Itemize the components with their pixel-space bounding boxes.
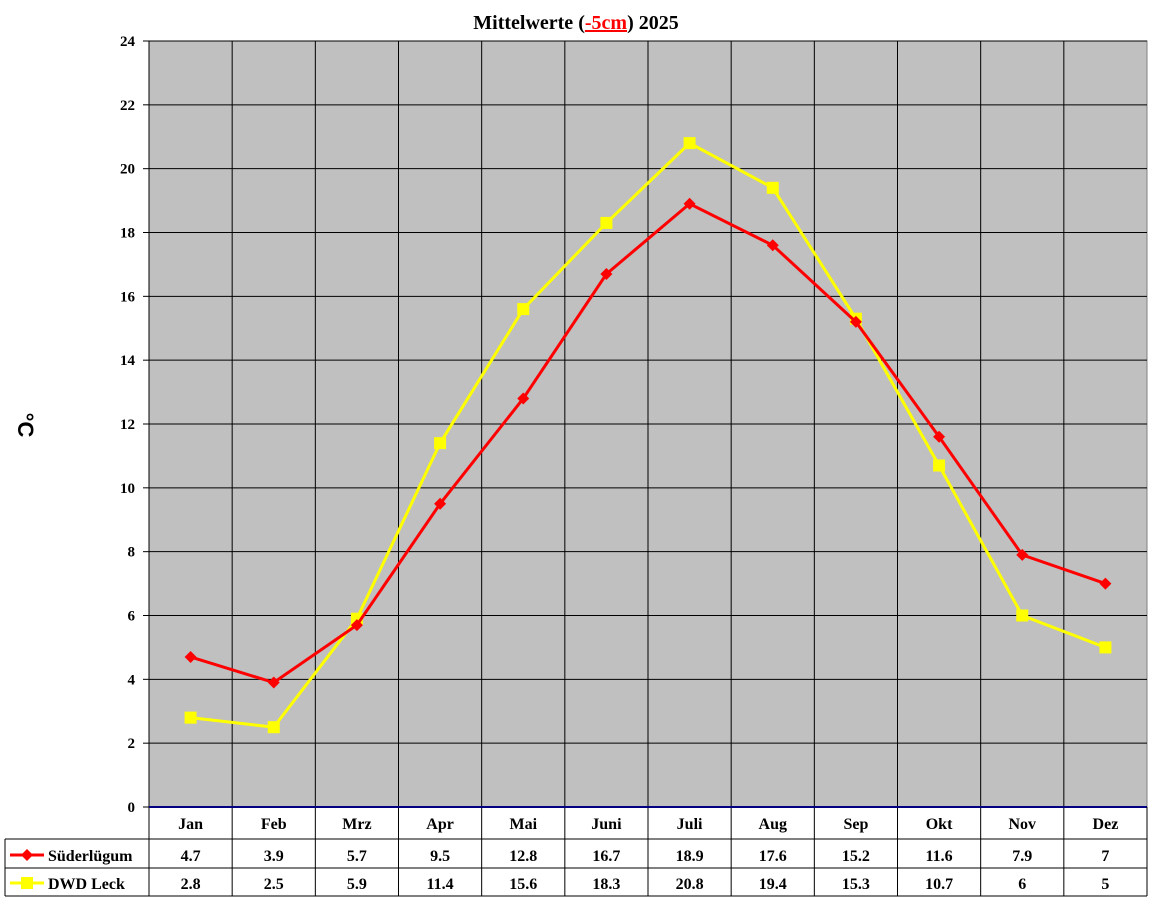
legend-diamond-icon [21, 849, 33, 861]
depth-highlight: -5cm [584, 12, 628, 34]
table-value: 20.8 [676, 876, 704, 893]
data-point-diamond [267, 676, 280, 689]
table-value: 19.4 [759, 876, 787, 893]
table-value: 3.9 [264, 848, 284, 865]
y-tick-label: 2 [128, 736, 136, 752]
data-point-diamond [933, 430, 946, 443]
table-value: 11.4 [427, 876, 454, 893]
data-point-square [933, 459, 946, 472]
series-line-dwd-leck [190, 141, 1106, 729]
legend-label: DWD Leck [48, 876, 125, 893]
data-point-diamond [683, 197, 696, 210]
y-tick-label: 6 [128, 609, 136, 625]
table-value: 15.3 [842, 876, 870, 893]
data-point-diamond [849, 315, 862, 328]
table-value: 7 [1101, 848, 1109, 865]
y-tick-label: 8 [128, 545, 136, 561]
data-point-square [184, 711, 197, 724]
y-tick-label: 16 [120, 289, 136, 305]
x-category-label: Jan [178, 816, 203, 833]
data-point-diamond [434, 497, 447, 510]
data-point-diamond [517, 392, 530, 405]
x-category-label: Juli [677, 816, 703, 833]
table-value: 5 [1101, 876, 1109, 893]
table-value: 9.5 [430, 848, 450, 865]
data-point-diamond [350, 619, 363, 632]
y-tick-label: 0 [128, 800, 136, 816]
table-value: 7.9 [1012, 848, 1032, 865]
chart-title: Mittelwerte (-5cm) 2025 [473, 12, 679, 34]
x-category-label: Okt [926, 816, 953, 833]
table-value: 2.5 [264, 876, 284, 893]
data-point-square [600, 216, 613, 229]
table-value: 15.6 [509, 876, 537, 893]
table-value: 2.8 [181, 876, 201, 893]
data-point-square [517, 303, 530, 316]
table-value: 11.6 [926, 848, 953, 865]
table-value: 18.3 [592, 876, 620, 893]
x-category-label: Sep [843, 816, 868, 833]
data-point-square [267, 721, 280, 734]
x-category-label: Aug [759, 816, 787, 833]
x-category-label: Mai [509, 816, 537, 833]
y-tick-label: 12 [120, 417, 135, 433]
series-line-suederluegum [190, 201, 1106, 685]
x-category-label: Dez [1093, 816, 1119, 833]
legend-square-icon [21, 877, 33, 889]
data-point-diamond [766, 239, 779, 252]
y-tick-label: 22 [120, 98, 135, 114]
table-value: 15.2 [842, 848, 870, 865]
table-value: 16.7 [592, 848, 620, 865]
table-value: 6 [1018, 876, 1026, 893]
y-tick-label: 18 [120, 226, 135, 242]
y-tick-label: 14 [120, 353, 136, 369]
data-point-diamond [184, 650, 197, 663]
table-value: 17.6 [759, 848, 787, 865]
data-point-square [1016, 609, 1029, 622]
table-value: 10.7 [925, 876, 953, 893]
x-category-label: Nov [1008, 816, 1036, 833]
data-point-square [1099, 641, 1112, 654]
data-point-square [683, 137, 696, 150]
table-value: 5.9 [347, 876, 367, 893]
y-tick-label: 4 [128, 672, 136, 688]
y-tick-label: 20 [120, 162, 135, 178]
data-point-square [766, 181, 779, 194]
x-category-label: Apr [426, 816, 454, 833]
legend-label: Süderlügum [48, 848, 133, 865]
x-category-label: Feb [261, 816, 287, 833]
data-point-diamond [1016, 548, 1029, 561]
table-value: 5.7 [347, 848, 367, 865]
y-tick-label: 24 [120, 34, 136, 50]
data-point-diamond [1099, 577, 1112, 590]
table-value: 4.7 [181, 848, 201, 865]
data-point-diamond [600, 267, 613, 280]
table-value: 18.9 [676, 848, 704, 865]
x-category-label: Juni [591, 816, 622, 833]
y-tick-label: 10 [120, 481, 135, 497]
table-value: 12.8 [509, 848, 537, 865]
data-point-square [434, 437, 447, 450]
x-category-label: Mrz [342, 816, 371, 833]
